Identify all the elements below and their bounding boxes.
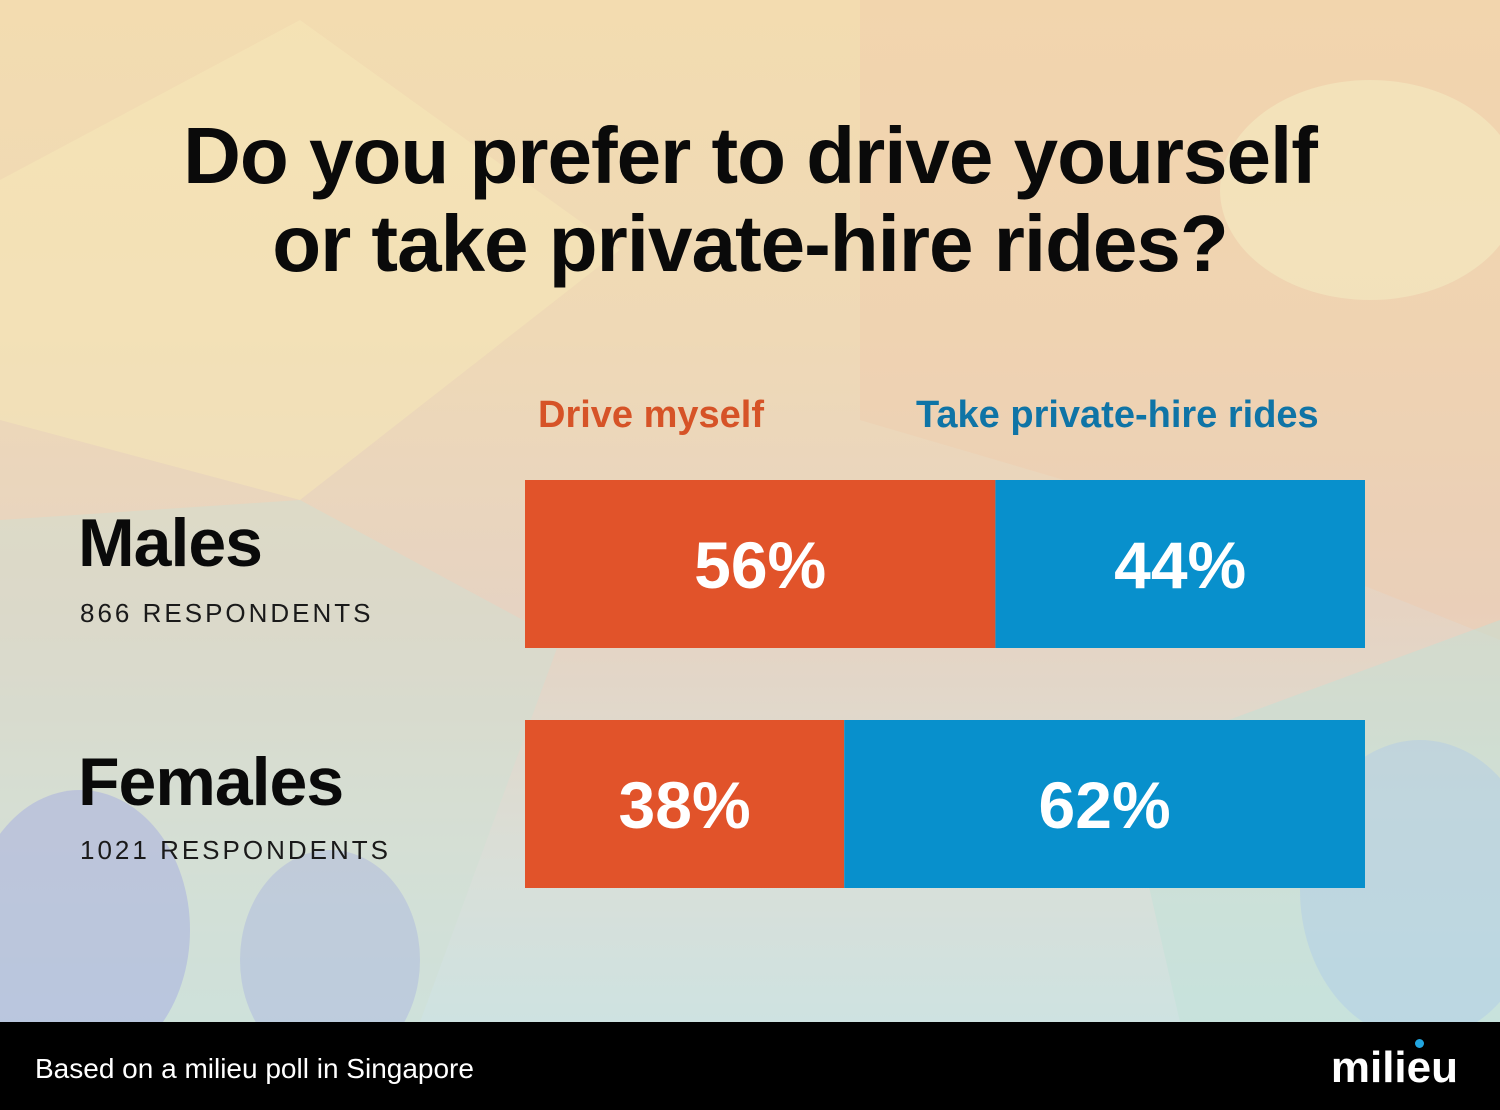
logo-dot-icon bbox=[1415, 1039, 1424, 1048]
bar-label-females-drive: 38% bbox=[619, 768, 751, 842]
bar-label-males-ride: 44% bbox=[1114, 528, 1246, 602]
legend-private-hire: Take private-hire rides bbox=[916, 394, 1319, 436]
category-label-males: Males bbox=[78, 505, 263, 581]
milieu-logo: milieu bbox=[1330, 1043, 1458, 1092]
respondents-females: 1021 RESPONDENTS bbox=[80, 835, 391, 865]
legend-drive-myself: Drive myself bbox=[538, 394, 765, 436]
bar-females-drive bbox=[525, 720, 845, 888]
stacked-bar-chart: 56% 44% 38% 62% bbox=[525, 480, 1365, 888]
bar-label-males-drive: 56% bbox=[694, 528, 826, 602]
footer-bar: Based on a milieu poll in Singapore mili… bbox=[0, 1022, 1500, 1110]
bar-females-ride bbox=[844, 720, 1365, 888]
respondents-males: 866 RESPONDENTS bbox=[80, 598, 374, 628]
chart-title: Do you prefer to drive yourself or take … bbox=[0, 112, 1500, 288]
bar-label-females-ride: 62% bbox=[1039, 768, 1171, 842]
bar-males-ride bbox=[995, 480, 1365, 648]
footer-note: Based on a milieu poll in Singapore bbox=[35, 1053, 474, 1084]
category-label-females: Females bbox=[78, 744, 344, 820]
bar-males-drive bbox=[525, 480, 996, 648]
title-line-1: Do you prefer to drive yourself bbox=[183, 111, 1318, 200]
title-line-2: or take private-hire rides? bbox=[272, 199, 1229, 288]
